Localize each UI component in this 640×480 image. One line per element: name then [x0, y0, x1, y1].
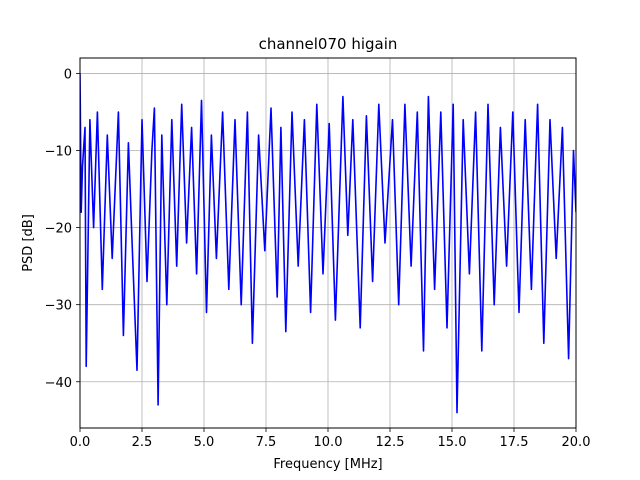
y-tick-label: −40	[45, 376, 72, 391]
x-tick-label: 5.0	[194, 435, 215, 450]
y-tick-label: −20	[45, 222, 72, 237]
x-tick-label: 0.0	[70, 435, 91, 450]
series-line	[80, 73, 576, 414]
x-tick-label: 7.5	[256, 435, 277, 450]
axes-frame	[79, 57, 577, 429]
y-tick-label: 0	[64, 67, 72, 82]
x-axis-label: Frequency [MHz]	[273, 457, 382, 472]
x-tick-label: 15.0	[438, 435, 467, 450]
y-tick-label: −30	[45, 299, 72, 314]
plot-area	[80, 73, 576, 414]
x-tick-label: 20.0	[562, 435, 591, 450]
x-tick-label: 17.5	[500, 435, 529, 450]
x-tick-label: 12.5	[376, 435, 405, 450]
y-axis-label: PSD [dB]	[21, 214, 36, 272]
y-tick-label: −10	[45, 145, 72, 160]
axis-ticks: 0.0 2.5 5.0 7.5 10.0 12.5 15.0 17.5 20.0 0 −10 −20 −…	[45, 67, 591, 450]
x-tick-label: 2.5	[132, 435, 153, 450]
chart-title: channel070 higain	[259, 35, 398, 53]
series-group	[80, 73, 576, 414]
x-tick-label: 10.0	[314, 435, 343, 450]
